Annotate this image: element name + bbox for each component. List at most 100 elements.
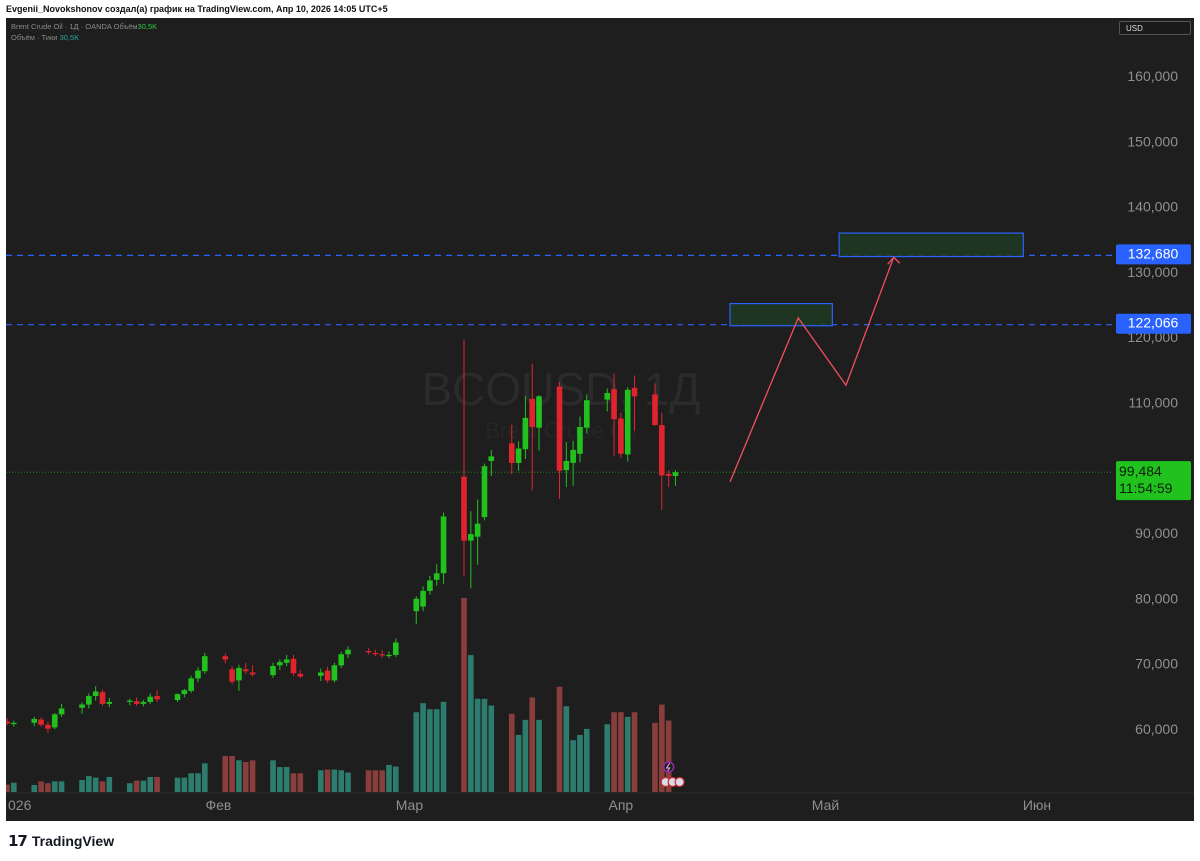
volume-bar (427, 709, 433, 792)
candle (631, 375, 638, 431)
candle-body (611, 389, 617, 420)
volume-bar (11, 782, 17, 792)
candle (99, 689, 106, 706)
symbol-volume-label: Объём (113, 22, 138, 31)
volume-bar (508, 713, 515, 792)
volume-bar (188, 773, 194, 792)
volume-bar (324, 769, 331, 792)
volume-bar (618, 712, 624, 792)
candle-body (242, 669, 249, 672)
volume-legend[interactable]: Объём · Тики 30,5K (11, 33, 79, 42)
candle (577, 416, 583, 463)
candle-body (229, 669, 235, 682)
candle-body (652, 394, 658, 426)
volume-bar (38, 781, 44, 792)
level-lower-label-tag (1116, 313, 1191, 334)
candle-body (392, 642, 399, 655)
candle-body (372, 652, 379, 655)
tradingview-logo[interactable]: 𝟭𝟳 TradingView (8, 832, 114, 850)
candle (365, 648, 372, 655)
candle (188, 675, 194, 693)
candle (611, 373, 617, 456)
volume-bar (297, 773, 304, 792)
candle (140, 699, 147, 707)
candle-body (481, 466, 488, 518)
candle-body (51, 714, 58, 728)
volume-bar (31, 785, 38, 792)
volume-bar (51, 781, 58, 792)
candle-body (529, 398, 536, 428)
candle (570, 440, 576, 486)
target-zone-box (838, 232, 1024, 258)
candle (283, 654, 290, 667)
lightning-glyph-icon (665, 762, 671, 772)
volume-bar (665, 720, 672, 792)
tradingview-logo-icon: 𝟭𝟳 (8, 833, 28, 850)
level-upper-label-text: 132,680 (1128, 245, 1179, 261)
candle-body (58, 708, 65, 715)
projection-path (729, 257, 895, 483)
candle (6, 718, 10, 726)
candle (461, 339, 467, 577)
candle-body (536, 396, 542, 428)
candle-body (338, 654, 345, 666)
volume-bar (147, 776, 154, 792)
volume-bar (140, 780, 147, 792)
candle (277, 659, 283, 670)
volume-bar (433, 709, 440, 792)
volume-bar (583, 728, 590, 792)
candle-body (379, 654, 385, 656)
volume-bar (488, 705, 495, 792)
y-tick-label: 70,000 (1135, 656, 1178, 672)
volume-bar (413, 712, 420, 792)
volume-bar (522, 719, 529, 792)
candle-body (45, 724, 51, 729)
volume-bar (283, 767, 290, 792)
candle (536, 395, 542, 451)
volume-bar (570, 740, 576, 792)
level-upper-label-tag (1116, 244, 1191, 265)
candle (522, 395, 529, 460)
candle (529, 363, 536, 491)
volume-bar (386, 764, 392, 792)
x-tick-label: Мар (396, 797, 424, 813)
volume-bar (474, 698, 481, 792)
volume-bar (556, 686, 563, 792)
candle (331, 662, 338, 683)
x-tick-label: Фев (206, 797, 232, 813)
candle (604, 388, 611, 412)
candle (174, 693, 181, 702)
chart-background (6, 18, 1194, 821)
currency-selector[interactable]: USD (1119, 21, 1191, 35)
symbol-legend-text: Brent Crude Oil · 1Д · OANDA (11, 22, 112, 31)
volume-bar (277, 767, 283, 792)
y-tick-label: 140,000 (1127, 199, 1178, 215)
volume-bar (515, 734, 522, 792)
candle-body (556, 386, 563, 471)
candle-body (106, 701, 113, 704)
volume-bar (563, 706, 570, 792)
candle (297, 669, 304, 679)
candle (229, 666, 235, 685)
candle-body (202, 656, 208, 672)
volume-bar (461, 598, 467, 792)
volume-bar (222, 755, 229, 792)
y-tick-label: 90,000 (1135, 525, 1178, 541)
volume-bar (631, 712, 638, 792)
volume-bar (577, 734, 583, 792)
candle (86, 693, 92, 709)
candle (618, 412, 624, 458)
candle (474, 499, 481, 565)
candle-body (427, 580, 433, 591)
volume-bar (249, 760, 256, 792)
candle (481, 463, 488, 521)
volume-bar (202, 763, 208, 792)
candle (290, 654, 297, 676)
candle-body (317, 672, 324, 676)
symbol-legend[interactable]: Brent Crude Oil · 1Д · OANDA Объём30,5K (11, 22, 157, 31)
candle (154, 690, 160, 702)
candle-body (277, 662, 283, 666)
candle (79, 702, 85, 714)
